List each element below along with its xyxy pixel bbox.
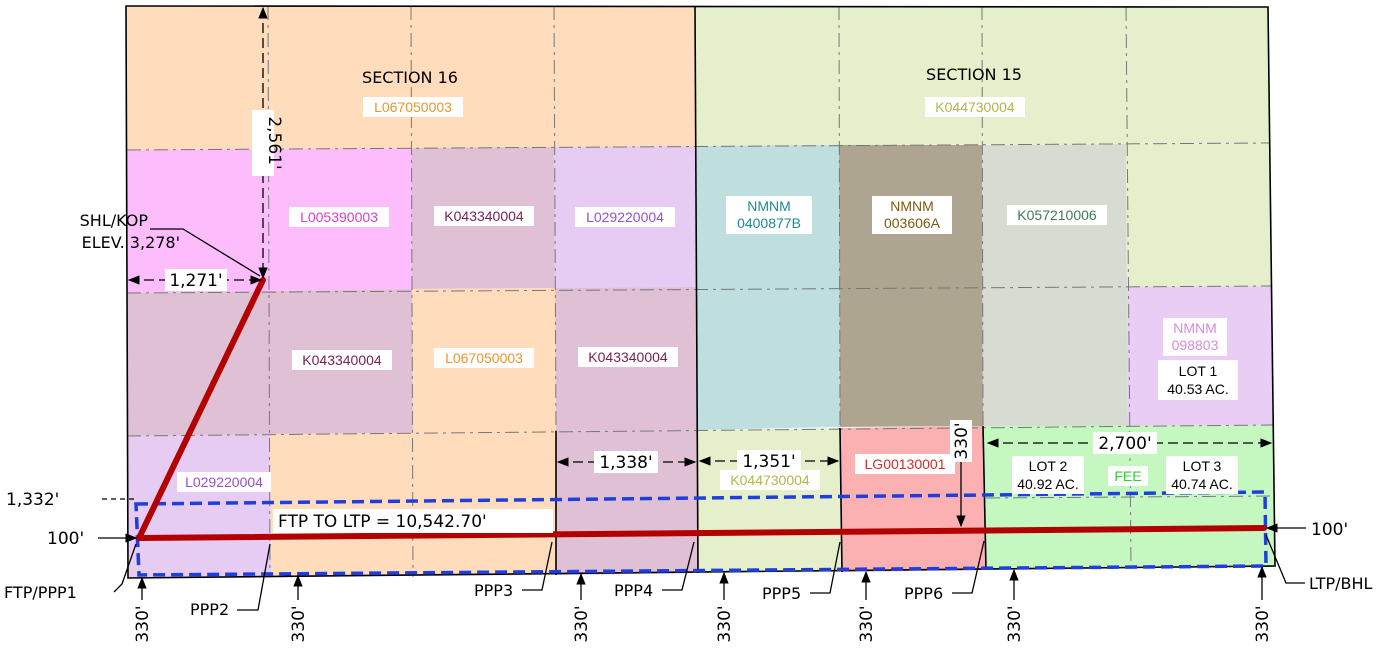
tract-label-nmnm-line1: NMNM — [890, 198, 934, 214]
section-15-title: SECTION 15 — [926, 65, 1022, 84]
tract-label-lg00130001: LG00130001 — [865, 456, 946, 472]
tract-label-fee: FEE — [1114, 468, 1141, 484]
tract-label-l067050003: L067050003 — [445, 350, 523, 366]
dim-100-left: 100' — [47, 529, 84, 549]
dim-1338: 1,338' — [599, 453, 652, 473]
tract-l005390003 — [127, 149, 270, 293]
setback-330-label: 330' — [289, 605, 309, 642]
dim-1332: 1,332' — [6, 490, 59, 510]
tract-l029220004-south — [127, 434, 271, 578]
quarter-grid — [126, 5, 1276, 578]
lot-2-name: LOT 2 — [1029, 458, 1068, 474]
lot-1-name: LOT 1 — [1179, 363, 1218, 379]
setback-330-label: 330' — [1005, 605, 1025, 642]
tract-label-nmnm-line1: NMNM — [1173, 320, 1217, 336]
lot-3-acres: 40.74 AC. — [1171, 476, 1233, 492]
dim-1271: 1,271' — [169, 271, 222, 291]
dim-ftp-to-ltp: FTP TO LTP = 10,542.70' — [278, 512, 487, 532]
lot-1-acres: 40.53 AC. — [1167, 381, 1229, 397]
tract-label-l029220004: L029220004 — [185, 474, 263, 490]
setback-arrows — [137, 565, 1267, 600]
tract-k043340004-west — [127, 289, 413, 436]
dim-100-right: 100' — [1311, 520, 1348, 540]
tract-k044730004-south — [697, 428, 842, 573]
dim-1351: 1,351' — [742, 452, 795, 472]
lot-3-name: LOT 3 — [1183, 458, 1222, 474]
tract-nmnm-0400877b — [697, 145, 840, 430]
tract-nmnm-003606a — [839, 145, 983, 427]
lot-2-acres: 40.92 AC. — [1017, 476, 1079, 492]
label-ltp-bhl: LTP/BHL — [1309, 574, 1373, 593]
label-ppp5: PPP5 — [762, 584, 801, 603]
tract-label-k043340004: K043340004 — [444, 208, 524, 224]
label-ppp2: PPP2 — [190, 600, 229, 619]
tract-label-k044730004: K044730004 — [730, 472, 810, 488]
tract-label-nmnm-line1: NMNM — [747, 198, 791, 214]
tract-label-l005390003: L005390003 — [300, 209, 378, 225]
label-ppp3: PPP3 — [474, 581, 513, 600]
section-16-lease: L067050003 — [374, 99, 452, 115]
dim-330-vertical: 330' — [952, 422, 972, 459]
tract-label-nmnm-098803: 098803 — [1172, 337, 1219, 353]
tract-k057210006-south — [983, 287, 1128, 426]
label-ppp6: PPP6 — [904, 584, 943, 603]
tract-label-l029220004: L029220004 — [586, 209, 664, 225]
setback-330-label: 330' — [133, 605, 153, 642]
label-elevation: ELEV. 3,278' — [82, 233, 180, 252]
wellbore-path — [136, 277, 1267, 541]
setback-330-label: 330' — [1253, 605, 1273, 642]
tract-label-nmnm-0400877b: 0400877B — [737, 215, 801, 231]
tract-label-k043340004: K043340004 — [302, 352, 382, 368]
setback-330-label: 330' — [572, 605, 592, 642]
setback-330-label: 330' — [715, 605, 735, 642]
tract-sec15-ne-remainder — [1126, 143, 1271, 287]
dim-2700: 2,700' — [1098, 434, 1151, 454]
label-ppp4: PPP4 — [614, 581, 653, 600]
tract-label-k057210006: K057210006 — [1017, 207, 1097, 223]
label-ftp-ppp1: FTP/PPP1 — [4, 583, 77, 602]
section-15-lease: K044730004 — [935, 99, 1015, 115]
tract-boundaries — [125, 5, 1276, 579]
dim-2561: 2,561' — [264, 116, 284, 169]
tract-label-k043340004: K043340004 — [588, 349, 668, 365]
section-16-title: SECTION 16 — [362, 68, 458, 87]
tract-label-nmnm-003606a: 003606A — [884, 215, 941, 231]
setback-330-label: 330' — [857, 605, 877, 642]
label-shl-kop: SHL/KOP — [80, 211, 149, 230]
